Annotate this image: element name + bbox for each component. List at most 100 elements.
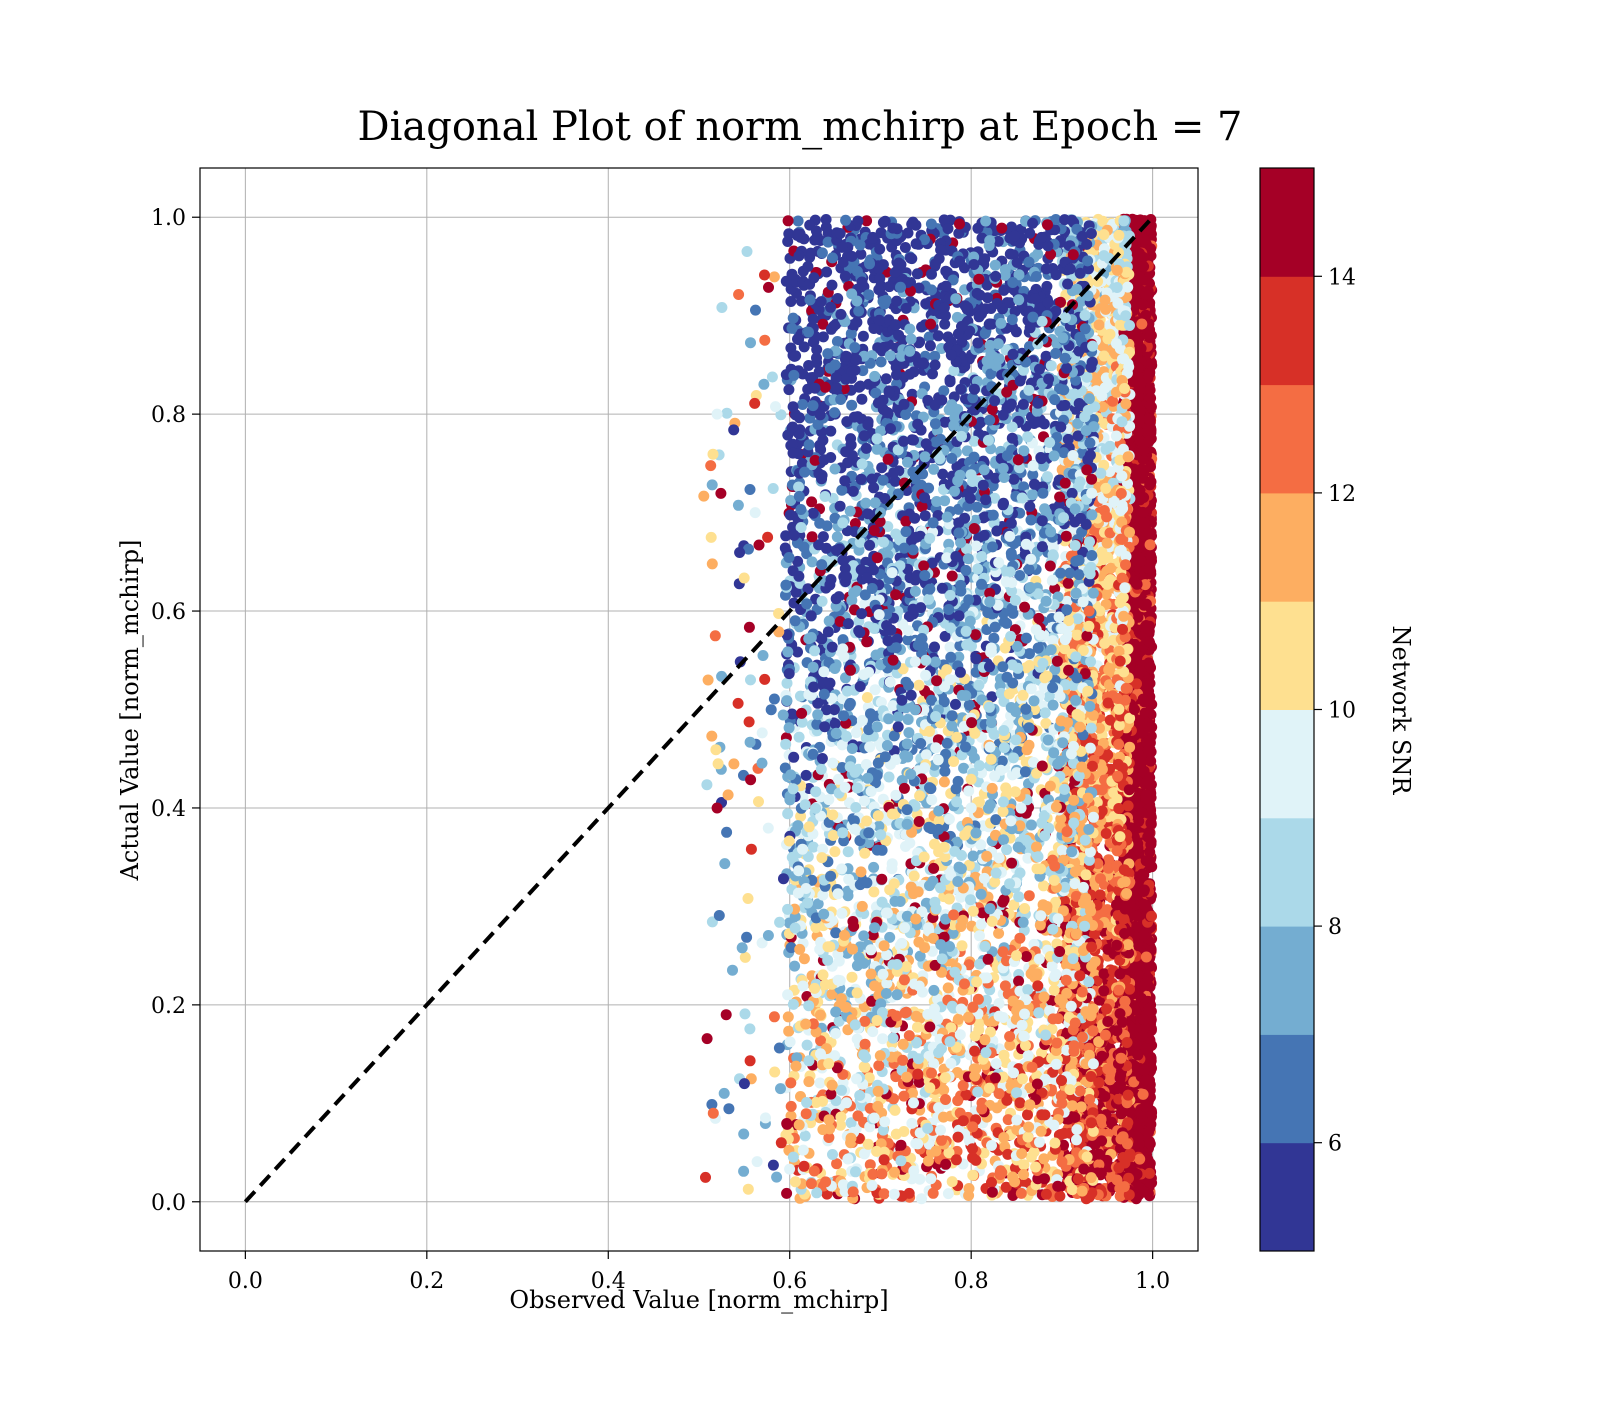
- scatter-point: [999, 1050, 1010, 1061]
- scatter-point: [832, 336, 843, 347]
- scatter-point: [1105, 1074, 1116, 1085]
- scatter-point: [807, 556, 818, 567]
- scatter-point: [785, 1077, 796, 1088]
- scatter-point: [893, 711, 904, 722]
- scatter-point: [1070, 866, 1081, 877]
- scatter-point: [930, 418, 941, 429]
- scatter-point: [945, 642, 956, 653]
- scatter-point: [808, 508, 819, 519]
- scatter-point: [837, 517, 848, 528]
- scatter-point: [1074, 722, 1085, 733]
- scatter-point: [845, 506, 856, 517]
- scatter-point: [876, 356, 887, 367]
- scatter-point: [1054, 1191, 1065, 1202]
- scatter-point: [843, 846, 854, 857]
- scatter-point: [1100, 304, 1111, 315]
- scatter-point: [1048, 549, 1059, 560]
- scatter-point: [832, 531, 843, 542]
- scatter-point: [781, 695, 792, 706]
- scatter-point: [797, 399, 808, 410]
- scatter-point: [882, 740, 893, 751]
- scatter-point: [1099, 968, 1110, 979]
- scatter-point: [914, 790, 925, 801]
- scatter-point: [943, 982, 954, 993]
- scatter-point: [789, 961, 800, 972]
- scatter-point: [903, 727, 914, 738]
- scatter-point: [835, 501, 846, 512]
- scatter-point: [1101, 828, 1112, 839]
- scatter-point: [782, 678, 793, 689]
- scatter-point: [993, 928, 1004, 939]
- scatter-point: [1040, 707, 1051, 718]
- chart-title: Diagonal Plot of norm_mchirp at Epoch = …: [358, 104, 1243, 150]
- scatter-point: [860, 498, 871, 509]
- scatter-point: [1055, 422, 1066, 433]
- scatter-point: [912, 1022, 923, 1033]
- scatter-point: [888, 655, 899, 666]
- scatter-point: [969, 728, 980, 739]
- scatter-point: [815, 1010, 826, 1021]
- scatter-point: [1063, 665, 1074, 676]
- scatter-point: [942, 512, 953, 523]
- scatter-point: [815, 1078, 826, 1089]
- scatter-point: [901, 303, 912, 314]
- scatter-point: [794, 732, 805, 743]
- scatter-point: [1013, 976, 1024, 987]
- scatter-point: [872, 552, 883, 563]
- scatter-point: [945, 376, 956, 387]
- scatter-point: [1098, 229, 1109, 240]
- scatter-point: [1100, 1030, 1111, 1041]
- scatter-point: [943, 1188, 954, 1199]
- scatter-point: [881, 373, 892, 384]
- scatter-point: [798, 1145, 809, 1156]
- scatter-point: [971, 541, 982, 552]
- scatter-point: [872, 444, 883, 455]
- scatter-point: [1095, 889, 1106, 900]
- scatter-point: [1085, 743, 1096, 754]
- scatter-point: [870, 684, 881, 695]
- scatter-point: [872, 770, 883, 781]
- scatter-point: [1102, 538, 1113, 549]
- scatter-point: [809, 645, 820, 656]
- scatter-point: [1022, 1109, 1033, 1120]
- scatter-point: [1074, 569, 1085, 580]
- scatter-point: [931, 496, 942, 507]
- scatter-point: [1014, 933, 1025, 944]
- scatter-point: [1094, 319, 1105, 330]
- scatter-point: [830, 464, 841, 475]
- scatter-point: [904, 369, 915, 380]
- scatter-point: [782, 808, 793, 819]
- scatter-point: [1021, 633, 1032, 644]
- scatter-point: [997, 756, 1008, 767]
- scatter-point: [802, 1040, 813, 1051]
- scatter-point: [1085, 656, 1096, 667]
- scatter-point: [1013, 891, 1024, 902]
- scatter-point: [1007, 433, 1018, 444]
- scatter-point: [1041, 281, 1052, 292]
- scatter-point: [836, 485, 847, 496]
- scatter-point: [925, 1173, 936, 1184]
- scatter-point: [912, 268, 923, 279]
- scatter-point: [954, 256, 965, 267]
- scatter-point: [1022, 431, 1033, 442]
- scatter-point: [885, 677, 896, 688]
- scatter-point: [821, 214, 832, 225]
- scatter-point: [867, 1180, 878, 1191]
- scatter-point: [1034, 1137, 1045, 1148]
- scatter-point: [1105, 441, 1116, 452]
- scatter-point: [908, 435, 919, 446]
- scatter-point: [1029, 1147, 1040, 1158]
- scatter-point: [911, 1011, 922, 1022]
- scatter-point: [1063, 578, 1074, 589]
- scatter-point: [785, 1036, 796, 1047]
- scatter-point: [916, 1193, 927, 1204]
- scatter-point: [786, 1101, 797, 1112]
- scatter-point: [1071, 1124, 1082, 1135]
- scatter-point: [1097, 1051, 1108, 1062]
- scatter-point: [1083, 976, 1094, 987]
- scatter-point: [1098, 985, 1109, 996]
- scatter-point: [863, 289, 874, 300]
- scatter-point: [806, 496, 817, 507]
